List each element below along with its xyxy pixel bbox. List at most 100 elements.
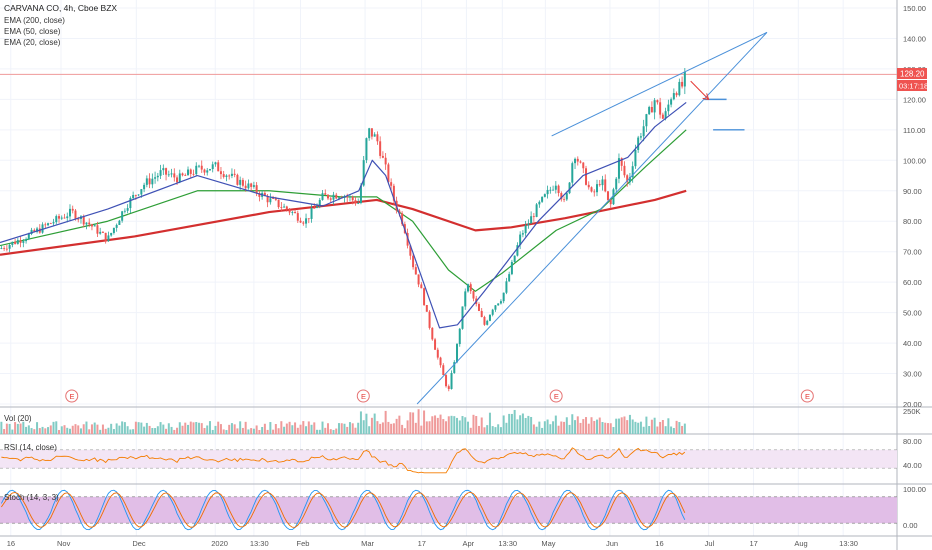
x-tick-label: 17 [749, 539, 757, 548]
candle-body [258, 193, 261, 197]
candle-body [494, 305, 497, 310]
volume-bar [428, 421, 431, 434]
down-arrow [690, 80, 709, 100]
stoch-pane-title[interactable]: Stoch (14, 3, 3) [4, 493, 59, 502]
volume-bar [656, 426, 659, 434]
candle-body [530, 216, 533, 224]
rsi-line [1, 447, 686, 474]
volume-bar [33, 429, 36, 434]
earnings-marker[interactable]: E [356, 389, 370, 403]
rsi-band [0, 449, 897, 469]
volume-bar [176, 427, 179, 434]
earnings-marker[interactable]: E [65, 389, 79, 403]
volume-bar [222, 429, 225, 434]
candle-body [74, 210, 77, 219]
volume-bar [395, 418, 398, 434]
volume-bar [140, 422, 143, 434]
volume-bar [585, 417, 588, 434]
volume-bar [412, 412, 415, 434]
volume-bar [667, 418, 670, 434]
candle-body [112, 227, 115, 233]
volume-bar [316, 429, 319, 434]
volume-bar [343, 423, 346, 434]
volume-bar [678, 422, 681, 434]
volume-bar [381, 422, 384, 434]
earnings-marker[interactable]: E [800, 389, 814, 403]
symbol-title[interactable]: CARVANA CO, 4h, Cboe BZX [4, 3, 117, 13]
volume-bar [269, 422, 272, 434]
candle-body [615, 178, 618, 190]
volume-bar [601, 422, 604, 434]
candle-body [181, 173, 184, 176]
drawings[interactable] [416, 31, 768, 405]
volume-bar [197, 422, 200, 434]
volume-bar [530, 416, 533, 434]
countdown-value: 03:17:18 [899, 82, 928, 91]
volume-bar [568, 424, 571, 434]
volume-bar [327, 423, 330, 434]
volume-bar [96, 424, 99, 434]
rsi-pane-title[interactable]: RSI (14, close) [4, 443, 57, 452]
volume-bar [552, 421, 555, 434]
volume-bar [187, 424, 190, 434]
candle-body [184, 175, 187, 177]
candle-body [617, 158, 620, 179]
volume-bar [420, 425, 423, 434]
y-tick-label: 50.00 [903, 309, 922, 318]
x-tick-label: 17 [418, 539, 426, 548]
arrow-head [702, 93, 710, 101]
volume-bar [645, 416, 648, 434]
volume-bar [255, 425, 258, 434]
ema-20-line [0, 101, 687, 329]
candle-body [263, 192, 266, 197]
candle-body [565, 193, 568, 200]
candle-body [604, 179, 607, 192]
volume-bar [631, 419, 634, 434]
candle-body [255, 185, 258, 194]
candle-body [502, 292, 505, 302]
volume-bar [409, 412, 412, 434]
candle-body [288, 209, 291, 213]
candle-body [546, 189, 549, 195]
ema-200-path [0, 189, 687, 256]
legend-ema-200[interactable]: EMA (200, close) [4, 16, 65, 25]
candle-body [36, 228, 39, 232]
volume-bar [604, 422, 607, 434]
y-tick-label: 30.00 [903, 370, 922, 379]
volume-bar [502, 415, 505, 434]
y-tick-label: 80.00 [903, 217, 922, 226]
candle-body [25, 239, 28, 242]
volume-bar [233, 424, 236, 434]
volume-bar [313, 422, 316, 434]
candle-body [60, 217, 63, 219]
volume-bar [291, 425, 294, 434]
candle-body [27, 233, 30, 240]
volume-bar [453, 416, 456, 434]
candle-body [458, 328, 461, 345]
legend-ema-20[interactable]: EMA (20, close) [4, 38, 61, 47]
volume-bar [71, 425, 74, 434]
volume-bar [101, 424, 104, 434]
stoch-axis-label-0: 0.00 [903, 521, 918, 530]
candle-body [497, 303, 500, 306]
candle-body [321, 193, 324, 200]
volume-bar [52, 421, 55, 434]
candle-body [8, 244, 11, 249]
candle-body [620, 158, 623, 166]
volume-bar [22, 421, 25, 434]
volume-bar [439, 414, 442, 434]
earnings-circle [800, 389, 814, 403]
legend-ema-50[interactable]: EMA (50, close) [4, 27, 61, 36]
volume-bar [299, 424, 302, 434]
candle-body [77, 218, 80, 220]
volume-pane-title[interactable]: Vol (20) [4, 414, 32, 423]
earnings-marker[interactable]: E [549, 389, 563, 403]
volume-bar [129, 429, 132, 434]
candle-body [675, 93, 678, 96]
volume-bar [387, 421, 390, 434]
volume-bar [310, 424, 313, 434]
volume-bar [329, 429, 332, 434]
volume-bar [266, 429, 269, 434]
